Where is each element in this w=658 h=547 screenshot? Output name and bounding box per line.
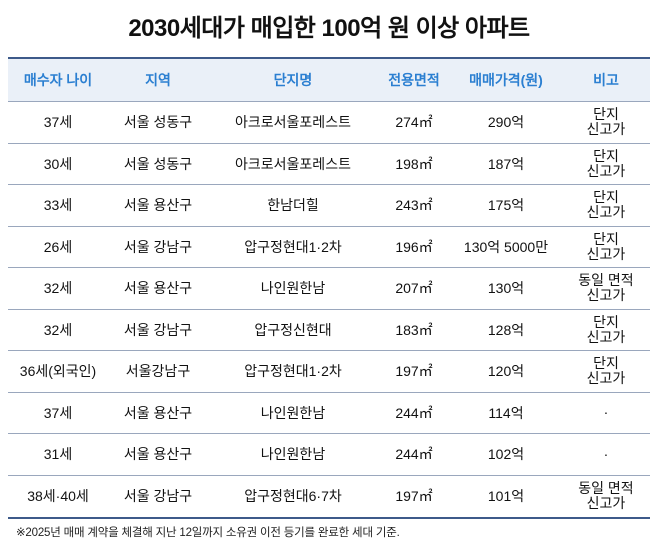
cell-area: 196㎡	[395, 238, 433, 255]
cell-buyer-age: 32세	[43, 321, 73, 338]
cell-region: 서울 용산구	[123, 197, 193, 214]
header-remarks: 비고	[593, 72, 619, 88]
cell-price: 128억	[487, 321, 525, 338]
cell-complex-name: 아크로서울포레스트	[235, 155, 351, 172]
header-buyer-age: 매수자 나이	[23, 72, 93, 88]
cell-area: 244㎡	[395, 446, 433, 463]
table-row: 36세(외국인) 서울강남구 압구정현대1·2차 197㎡ 120억 단지 신고가	[8, 351, 650, 393]
cell-region: 서울 강남구	[123, 238, 193, 255]
cell-price: 175억	[487, 197, 525, 214]
table-row: 38세·40세 서울 강남구 압구정현대6·7차 197㎡ 101억 동일 면적 신고가	[8, 476, 650, 518]
table-row: 30세 서울 성동구 아크로서울포레스트 198㎡ 187억 단지 신고가	[8, 144, 650, 185]
table-row: 31세 서울 용산구 나인원한남 244㎡ 102억 ·	[8, 434, 650, 476]
cell-buyer-age: 32세	[43, 280, 73, 297]
cell-complex-name: 압구정현대1·2차	[244, 363, 342, 380]
cell-remarks: ·	[603, 404, 609, 421]
cell-price: 114억	[488, 404, 524, 421]
cell-area: 274㎡	[395, 114, 433, 131]
cell-price: 101억	[487, 488, 525, 505]
cell-area: 198㎡	[395, 155, 433, 172]
cell-region: 서울 강남구	[123, 321, 193, 338]
table-row: 33세 서울 용산구 한남더힐 243㎡ 175억 단지 신고가	[8, 185, 650, 227]
table-header-row: 매수자 나이 지역 단지명 전용면적 매매가격(원) 비고	[8, 59, 650, 102]
cell-buyer-age: 26세	[43, 238, 73, 255]
cell-complex-name: 나인원한남	[260, 280, 326, 297]
cell-complex-name: 압구정현대6·7차	[244, 488, 342, 505]
cell-region: 서울 성동구	[123, 114, 193, 131]
header-complex-name: 단지명	[273, 72, 313, 88]
header-price: 매매가격(원)	[469, 72, 543, 88]
cell-remarks: 단지 신고가	[586, 106, 626, 138]
cell-buyer-age: 36세(외국인)	[19, 363, 97, 380]
cell-price: 290억	[487, 114, 525, 131]
cell-buyer-age: 30세	[43, 155, 73, 172]
cell-price: 130억 5000만	[463, 238, 549, 255]
cell-price: 102억	[487, 446, 525, 463]
cell-area: 244㎡	[395, 404, 433, 421]
cell-area: 197㎡	[395, 488, 433, 505]
cell-buyer-age: 31세	[43, 446, 73, 463]
cell-price: 120억	[487, 363, 525, 380]
cell-region: 서울강남구	[125, 363, 191, 380]
cell-complex-name: 압구정신현대	[254, 321, 332, 338]
cell-complex-name: 나인원한남	[260, 446, 326, 463]
header-area: 전용면적	[388, 72, 440, 88]
cell-complex-name: 압구정현대1·2차	[244, 238, 342, 255]
footnote: ※2025년 매매 계약을 체결해 지난 12일까지 소유권 이전 등기를 완료…	[16, 527, 400, 539]
cell-complex-name: 한남더힐	[267, 197, 319, 214]
data-table: 매수자 나이 지역 단지명 전용면적 매매가격(원) 비고 37세 서울 성동구 아…	[8, 57, 650, 519]
cell-complex-name: 나인원한남	[260, 404, 326, 421]
cell-complex-name: 아크로서울포레스트	[235, 114, 351, 131]
cell-area: 183㎡	[395, 321, 433, 338]
table-row: 26세 서울 강남구 압구정현대1·2차 196㎡ 130억 5000만 단지 신고가	[8, 227, 650, 268]
cell-region: 서울 용산구	[123, 446, 193, 463]
cell-price: 187억	[487, 155, 525, 172]
cell-buyer-age: 37세	[43, 404, 73, 421]
cell-region: 서울 강남구	[123, 488, 193, 505]
table-row: 32세 서울 강남구 압구정신현대 183㎡ 128억 단지 신고가	[8, 310, 650, 351]
cell-buyer-age: 37세	[43, 114, 73, 131]
cell-buyer-age: 33세	[43, 197, 73, 214]
header-region: 지역	[145, 72, 171, 88]
cell-remarks: 단지 신고가	[586, 230, 626, 262]
cell-remarks: 동일 면적 신고가	[578, 480, 634, 512]
cell-area: 243㎡	[395, 197, 433, 214]
cell-remarks: 동일 면적 신고가	[578, 272, 634, 304]
table-row: 37세 서울 용산구 나인원한남 244㎡ 114억 ·	[8, 393, 650, 434]
cell-region: 서울 용산구	[123, 280, 193, 297]
cell-area: 207㎡	[395, 280, 433, 297]
cell-price: 130억	[487, 280, 525, 297]
page-title: 2030세대가 매입한 100억 원 이상 아파트	[128, 15, 530, 42]
table-row: 37세 서울 성동구 아크로서울포레스트 274㎡ 290억 단지 신고가	[8, 102, 650, 144]
cell-remarks: 단지 신고가	[586, 189, 626, 221]
cell-area: 197㎡	[395, 363, 433, 380]
cell-buyer-age: 38세·40세	[27, 488, 89, 505]
cell-remarks: 단지 신고가	[586, 355, 626, 387]
table-row: 32세 서울 용산구 나인원한남 207㎡ 130억 동일 면적 신고가	[8, 268, 650, 310]
cell-remarks: 단지 신고가	[586, 313, 626, 345]
cell-region: 서울 성동구	[123, 155, 193, 172]
cell-region: 서울 용산구	[123, 404, 193, 421]
cell-remarks: ·	[603, 445, 609, 462]
cell-remarks: 단지 신고가	[586, 147, 626, 179]
